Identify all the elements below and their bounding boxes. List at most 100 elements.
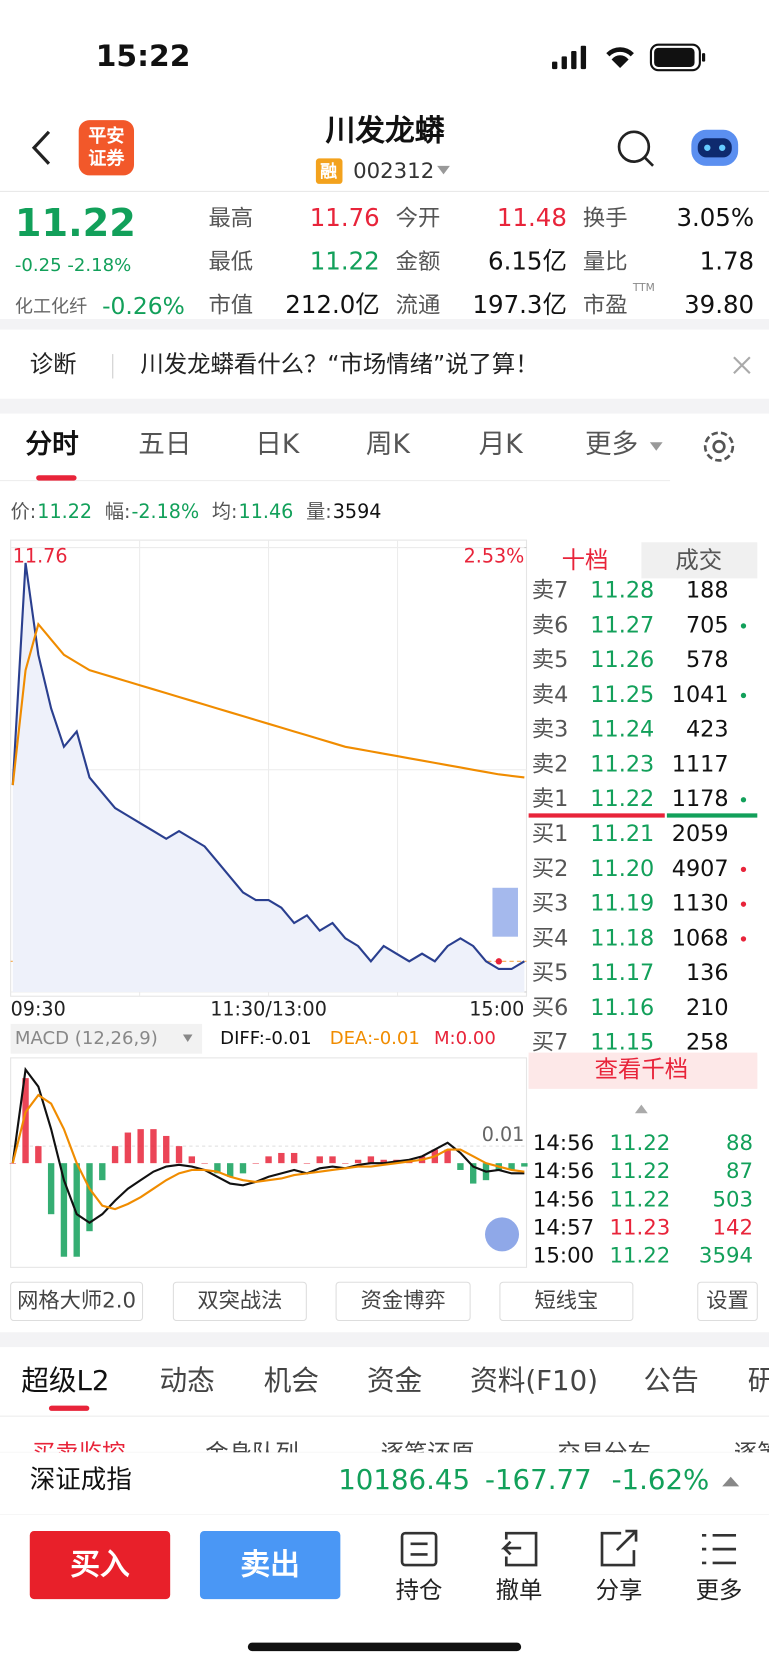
assistant-icon[interactable] (691, 129, 739, 166)
indicator-selector[interactable] (10, 1023, 203, 1054)
book-price: 11.15 (590, 1030, 654, 1056)
toolbar-label[interactable]: 分享 (596, 1576, 643, 1604)
book-price: 11.17 (590, 960, 654, 986)
info-label: 价: (11, 500, 37, 523)
book-label: 买2 (532, 856, 569, 882)
section-tab[interactable]: 超级L2 (21, 1364, 109, 1397)
tool-label[interactable]: 短线宝 (534, 1288, 598, 1313)
order-flag[interactable] (492, 887, 518, 937)
search-icon[interactable] (617, 130, 651, 163)
stat-value: 212.0亿 (285, 290, 379, 319)
toolbar-label[interactable]: 持仓 (396, 1576, 443, 1604)
book-volume: 1068 (672, 925, 729, 951)
book-volume: 1178 (672, 786, 729, 812)
index-change: -167.77 (485, 1463, 592, 1496)
book-mask[interactable] (528, 1054, 758, 1089)
tool-button[interactable] (697, 1281, 758, 1322)
indicator-legend: M:0.00 (434, 1028, 496, 1049)
macd-bar (265, 1156, 272, 1164)
macd-bar (86, 1163, 93, 1232)
book-volume: 258 (686, 1030, 729, 1056)
stat-value: 39.80 (684, 290, 754, 319)
macd-bar (201, 1163, 208, 1164)
expand-button[interactable] (485, 1217, 520, 1252)
stock-name: 川发龙蟒 (325, 113, 444, 148)
chart-tab[interactable]: 月K (479, 429, 524, 460)
tab-indicator (48, 1405, 90, 1411)
stat-value: 11.48 (497, 203, 567, 232)
book-split (666, 813, 758, 818)
indicator-title[interactable]: MACD (12,26,9) (15, 1028, 158, 1049)
tool-label[interactable]: 网格大师2.0 (17, 1288, 136, 1313)
section-tab[interactable]: 研 (748, 1364, 769, 1397)
toolbar-label[interactable]: 更多 (696, 1576, 743, 1604)
stat-value: 197.3亿 (472, 290, 566, 319)
stat-label: 换手 (583, 206, 628, 232)
tool-label[interactable]: 资金博弈 (361, 1288, 446, 1313)
macd-bar (303, 1163, 311, 1164)
book-tab[interactable]: 成交 (675, 546, 722, 574)
buy-label[interactable]: 买入 (70, 1548, 130, 1583)
tool-button[interactable] (499, 1281, 634, 1322)
search-icon (643, 156, 655, 167)
tool-button[interactable] (10, 1281, 144, 1322)
book-label: 卖7 (532, 578, 569, 604)
chart-tab[interactable]: 更多 (585, 429, 638, 460)
trade-time: 14:56 (533, 1159, 594, 1184)
sector: 化工化纤 (15, 296, 87, 317)
sell-label[interactable]: 卖出 (240, 1548, 300, 1583)
index-name[interactable]: 深证成指 (30, 1465, 132, 1495)
book-tab[interactable]: 十档 (562, 546, 609, 574)
macd-bar (521, 1163, 528, 1167)
tool-label[interactable]: 设置 (706, 1288, 749, 1313)
tool-button[interactable] (335, 1281, 471, 1322)
logo[interactable] (78, 120, 135, 176)
section-tab[interactable]: 动态 (160, 1364, 215, 1397)
trade-price: 11.23 (609, 1216, 670, 1241)
chart-tab[interactable]: 日K (255, 429, 300, 460)
badge (315, 158, 343, 184)
chart-tab[interactable]: 分时 (26, 429, 80, 460)
macd-bar (35, 1146, 42, 1164)
status-icons (552, 43, 706, 72)
separator (0, 1332, 769, 1348)
news-text[interactable]: 川发龙蟒看什么？“市场情绪”说了算！ (140, 350, 538, 378)
sell-button[interactable] (199, 1531, 341, 1600)
tool-label[interactable]: 双突战法 (197, 1288, 282, 1313)
close-button[interactable] (733, 356, 751, 374)
collapse-arrow[interactable] (634, 1104, 648, 1114)
book-split (528, 813, 665, 818)
section-tab[interactable]: 公告 (643, 1364, 698, 1397)
book-price: 11.27 (590, 612, 654, 638)
toolbar-label[interactable]: 撤单 (496, 1576, 543, 1604)
dropdown-arrow[interactable] (437, 165, 450, 175)
tool-button[interactable] (172, 1281, 307, 1322)
macd-bar (47, 1163, 55, 1215)
back-button[interactable] (31, 130, 51, 165)
macd-bar (367, 1156, 375, 1164)
series-line (11, 562, 525, 971)
section-tab[interactable]: 机会 (264, 1364, 319, 1397)
indicator-legend: DIFF:-0.01 (220, 1028, 311, 1049)
trade-time: 14:57 (533, 1216, 594, 1241)
stat-value: 1.78 (700, 247, 754, 276)
buy-button[interactable] (29, 1531, 171, 1600)
expand-arrow[interactable] (722, 1476, 740, 1487)
section-tab[interactable]: 资料(F10) (470, 1364, 598, 1397)
book-flag (740, 936, 747, 942)
book-volume: 136 (686, 960, 729, 986)
x-tick-label: 11:30/13:00 (210, 998, 327, 1021)
chart-tab[interactable]: 周K (366, 429, 411, 460)
dropdown-arrow[interactable] (649, 442, 663, 451)
macd-bar (60, 1163, 68, 1257)
stat-note: TTM (632, 281, 655, 294)
dropdown-arrow[interactable] (182, 1034, 193, 1042)
chart-tab[interactable]: 五日 (138, 429, 191, 460)
stat-value: 3.05% (676, 203, 754, 232)
book-price: 11.22 (590, 786, 654, 812)
section-tab[interactable]: 资金 (367, 1364, 422, 1397)
settings-icon[interactable] (703, 431, 735, 462)
macd-bar (175, 1146, 183, 1164)
book-label: 买7 (532, 1030, 569, 1056)
more-depth[interactable]: 查看千档 (595, 1055, 689, 1083)
